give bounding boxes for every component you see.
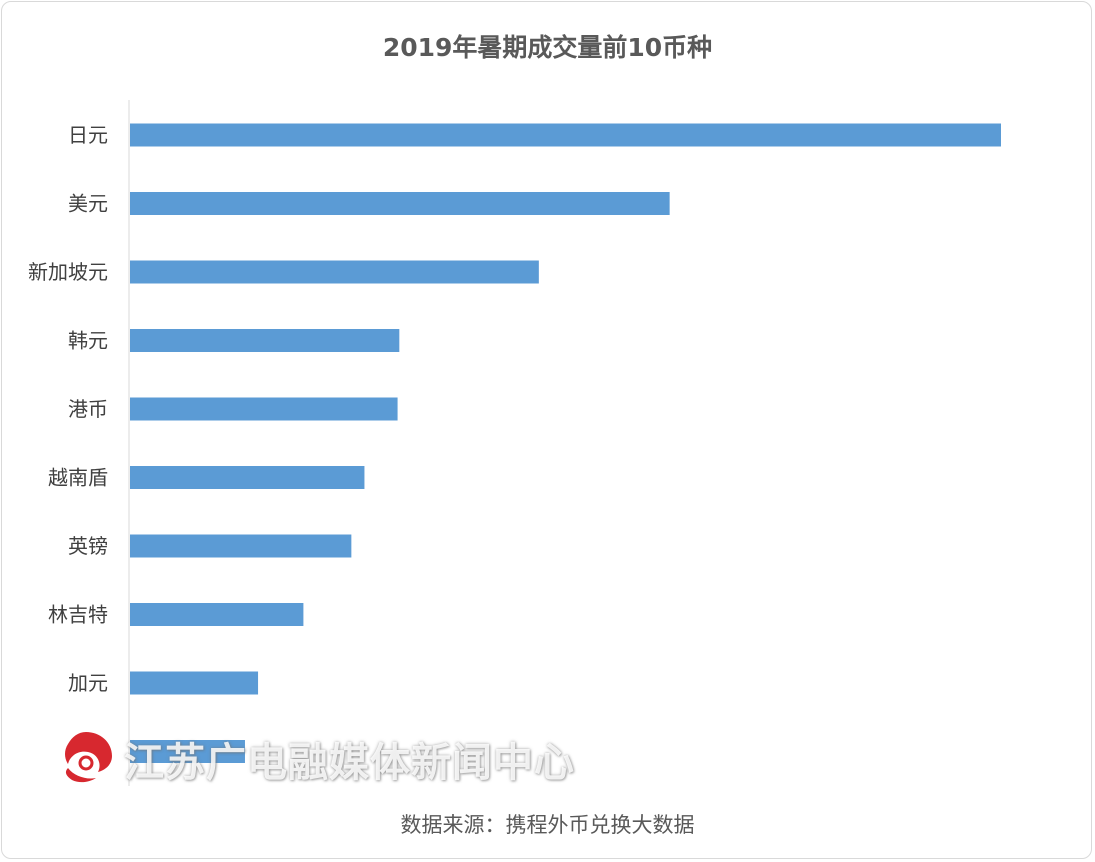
category-label-4: 韩元: [68, 329, 108, 353]
bar-5: [130, 397, 398, 421]
watermark-text: 江苏广电融媒体新闻中心: [124, 740, 575, 786]
category-label-1: 日元: [68, 123, 108, 147]
bar-7: [130, 534, 352, 558]
category-label-2: 美元: [68, 192, 108, 216]
bar-10: [130, 740, 245, 763]
category-label-9: 加元: [68, 671, 108, 695]
source-note: 数据来源：携程外币兑换大数据: [400, 813, 695, 837]
chart-title: 2019年暑期成交量前10币种: [382, 33, 713, 62]
broadcaster-logo-icon: [65, 732, 112, 783]
category-label-5: 港币: [68, 397, 108, 421]
bar-6: [130, 466, 365, 489]
broadcaster-watermark: 江苏广电融媒体新闻中心: [52, 726, 574, 786]
bars-layer: [130, 123, 1001, 763]
category-label-8: 林吉特: [48, 603, 108, 627]
category-label-7: 英镑: [68, 534, 108, 558]
bar-4: [130, 329, 400, 352]
bar-3: [130, 260, 539, 284]
bar-1: [130, 123, 1001, 147]
bar-8: [130, 603, 304, 626]
category-label-3: 新加坡元: [28, 260, 108, 284]
bar-2: [130, 192, 670, 215]
bar-9: [130, 671, 259, 695]
category-label-6: 越南盾: [48, 466, 108, 490]
